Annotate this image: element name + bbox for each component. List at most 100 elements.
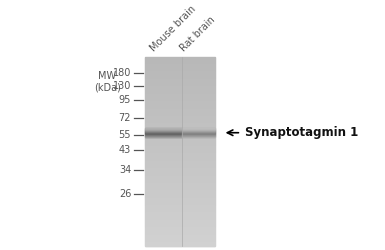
Bar: [145, 76, 215, 77]
Bar: [145, 169, 215, 170]
Bar: [145, 100, 215, 101]
Bar: [145, 236, 215, 237]
Bar: [145, 122, 215, 123]
Bar: [145, 148, 215, 149]
Text: 72: 72: [119, 113, 131, 123]
Bar: [145, 222, 215, 223]
Bar: [145, 67, 215, 68]
Bar: [145, 137, 215, 138]
Bar: [145, 128, 215, 129]
Bar: [145, 244, 215, 245]
Bar: [145, 223, 215, 224]
Bar: [145, 129, 215, 130]
Bar: [145, 195, 215, 196]
Text: 180: 180: [113, 68, 131, 78]
Bar: [145, 108, 215, 109]
Bar: [145, 186, 215, 187]
Bar: [145, 69, 215, 70]
Bar: [145, 220, 215, 221]
Bar: [145, 171, 215, 172]
Bar: [145, 99, 215, 100]
Bar: [145, 242, 215, 243]
Bar: [145, 79, 215, 80]
Bar: [145, 64, 215, 65]
Bar: [145, 114, 215, 115]
Bar: [145, 61, 215, 62]
Bar: [145, 93, 215, 94]
Bar: [145, 191, 215, 192]
Bar: [145, 184, 215, 185]
Text: MW
(kDa): MW (kDa): [94, 71, 121, 93]
Bar: [145, 193, 215, 194]
Bar: [145, 238, 215, 239]
Bar: [145, 126, 215, 127]
Bar: [145, 213, 215, 214]
Bar: [145, 234, 215, 235]
Bar: [145, 65, 215, 66]
Bar: [145, 153, 215, 154]
Text: Mouse brain: Mouse brain: [149, 4, 198, 54]
Bar: [145, 162, 215, 163]
Bar: [145, 197, 215, 198]
Bar: [145, 177, 215, 178]
Bar: [145, 218, 215, 219]
Text: 34: 34: [119, 165, 131, 175]
Bar: [145, 205, 215, 206]
Bar: [145, 202, 215, 203]
Bar: [145, 131, 215, 132]
Bar: [145, 215, 215, 216]
Bar: [145, 92, 215, 93]
Bar: [145, 124, 215, 125]
Bar: [145, 149, 215, 150]
Bar: [145, 199, 215, 200]
Bar: [145, 241, 215, 242]
Bar: [145, 208, 215, 209]
Bar: [145, 204, 215, 205]
Bar: [145, 77, 215, 78]
Bar: [145, 112, 215, 113]
Bar: [145, 80, 215, 81]
Bar: [145, 154, 215, 155]
Bar: [145, 123, 215, 124]
Bar: [145, 161, 215, 162]
Bar: [145, 210, 215, 211]
Bar: [145, 185, 215, 186]
Bar: [145, 245, 215, 246]
Bar: [145, 188, 215, 189]
Bar: [145, 176, 215, 177]
Bar: [145, 173, 215, 174]
Bar: [145, 110, 215, 111]
Bar: [145, 75, 215, 76]
Bar: [145, 155, 215, 156]
Bar: [145, 179, 215, 180]
Bar: [145, 200, 215, 201]
Bar: [145, 102, 215, 103]
Bar: [145, 104, 215, 105]
Bar: [145, 66, 215, 67]
Bar: [145, 209, 215, 210]
Bar: [145, 130, 215, 131]
Text: 26: 26: [119, 189, 131, 199]
Bar: [145, 230, 215, 231]
Bar: [145, 82, 215, 83]
Bar: [145, 178, 215, 179]
Bar: [145, 233, 215, 234]
Bar: [145, 182, 215, 183]
Bar: [145, 235, 215, 236]
Bar: [145, 158, 215, 159]
Bar: [145, 217, 215, 218]
Bar: [145, 231, 215, 232]
Bar: [145, 111, 215, 112]
Bar: [145, 189, 215, 190]
Bar: [145, 181, 215, 182]
Bar: [145, 94, 215, 95]
Bar: [145, 58, 215, 59]
Bar: [145, 103, 215, 104]
Bar: [145, 107, 215, 108]
Bar: [145, 91, 215, 92]
Bar: [145, 172, 215, 173]
Bar: [145, 133, 215, 134]
Bar: [145, 175, 215, 176]
Bar: [145, 170, 215, 171]
Text: Synaptotagmin 1: Synaptotagmin 1: [245, 126, 358, 139]
